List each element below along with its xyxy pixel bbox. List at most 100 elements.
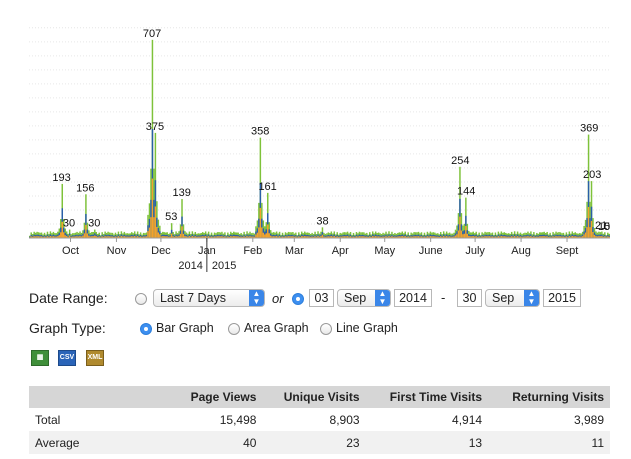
- bar-mark: [228, 236, 231, 238]
- table-header: Returning Visits: [488, 386, 610, 408]
- bar-mark: [385, 236, 387, 238]
- bar-graph-label[interactable]: Bar Graph: [156, 321, 214, 335]
- bar-mark: [95, 236, 98, 238]
- bar-mark: [340, 236, 343, 238]
- bar-mark: [374, 236, 377, 238]
- custom-range-radio[interactable]: [292, 293, 304, 305]
- xml-export-icon[interactable]: XML: [86, 350, 104, 366]
- peak-label: 30: [63, 218, 75, 230]
- bar-mark: [181, 226, 183, 238]
- bar-mark: [531, 236, 534, 238]
- line-graph-radio[interactable]: [320, 323, 332, 335]
- bar-mark: [176, 236, 179, 238]
- line-graph-label[interactable]: Line Graph: [336, 321, 398, 335]
- bar-mark: [215, 236, 217, 238]
- bar-mark: [284, 236, 287, 238]
- bar-mark: [45, 236, 47, 238]
- bar-mark: [509, 236, 511, 238]
- bar-mark: [570, 236, 572, 238]
- x-tick-label: Apr: [332, 245, 349, 257]
- bar-mark: [258, 227, 260, 238]
- csv-export-icon[interactable]: CSV: [58, 350, 76, 366]
- bar-mark: [561, 236, 563, 238]
- bar-mark: [308, 236, 310, 238]
- from-day-field[interactable]: 03: [309, 289, 334, 307]
- bar-mark: [165, 236, 167, 238]
- peak-label: 193: [52, 172, 70, 184]
- bar-mark: [182, 233, 185, 238]
- from-year-field[interactable]: 2014: [394, 289, 432, 307]
- table-cell: 13: [365, 431, 489, 454]
- preset-range-select[interactable]: Last 7 Days ▲ ▼: [153, 289, 265, 307]
- bar-mark: [349, 236, 352, 238]
- bar-mark: [466, 233, 469, 238]
- table-cell: 15,498: [219, 412, 257, 427]
- bar-mark: [465, 225, 467, 238]
- bar-graph-radio[interactable]: [140, 323, 152, 335]
- to-year-field[interactable]: 2015: [543, 289, 581, 307]
- area-graph-label[interactable]: Area Graph: [244, 321, 309, 335]
- bar-mark: [65, 236, 68, 238]
- bar-mark: [83, 233, 86, 238]
- from-month-value: Sep: [344, 291, 367, 305]
- bar-mark: [150, 217, 152, 238]
- bar-mark: [447, 236, 449, 238]
- bar-mark: [64, 235, 66, 238]
- bar-mark: [89, 236, 92, 238]
- bar-mark: [49, 236, 52, 238]
- bar-mark: [333, 236, 336, 238]
- bar-mark: [108, 236, 111, 238]
- bar-mark: [33, 236, 35, 238]
- preset-range-radio[interactable]: [135, 293, 147, 305]
- to-day-field[interactable]: 30: [457, 289, 482, 307]
- bar-mark: [413, 236, 415, 238]
- bar-mark: [230, 236, 232, 238]
- excel-export-icon[interactable]: ▦: [31, 350, 49, 366]
- bar-mark: [510, 236, 513, 238]
- to-month-select[interactable]: Sep ▲ ▼: [485, 289, 540, 307]
- bar-mark: [392, 236, 395, 238]
- bar-mark: [543, 236, 545, 238]
- bar-mark: [71, 236, 74, 238]
- bar-mark: [52, 236, 55, 238]
- bar-mark: [471, 236, 473, 238]
- from-month-select[interactable]: Sep ▲ ▼: [337, 289, 391, 307]
- bar-mark: [309, 236, 312, 238]
- bar-mark: [315, 236, 318, 238]
- bar-mark: [407, 236, 409, 238]
- area-graph-radio[interactable]: [228, 323, 240, 335]
- bar-mark: [292, 236, 294, 238]
- bar-mark: [303, 236, 306, 238]
- bar-mark: [298, 236, 300, 238]
- bar-mark: [513, 235, 516, 238]
- bar-mark: [302, 236, 304, 238]
- bar-mark: [395, 236, 398, 238]
- bar-mark: [160, 236, 163, 238]
- bar-mark: [218, 236, 220, 238]
- peak-label: 15: [598, 221, 610, 233]
- bar-mark: [559, 236, 562, 238]
- peak-label: 161: [258, 181, 276, 193]
- peak-label: 375: [146, 121, 164, 133]
- bar-mark: [70, 236, 72, 238]
- bar-mark: [105, 236, 108, 238]
- bar-mark: [587, 206, 590, 238]
- bar-mark: [558, 236, 560, 238]
- bar-mark: [544, 236, 547, 238]
- bar-mark: [355, 236, 358, 238]
- bar-mark: [438, 236, 440, 238]
- bar-mark: [537, 236, 540, 238]
- bar-mark: [541, 236, 544, 238]
- bar-mark: [581, 236, 584, 238]
- bar-mark: [522, 236, 525, 238]
- bar-mark: [31, 236, 34, 238]
- bar-mark: [281, 236, 284, 238]
- bar-mark: [97, 236, 99, 238]
- bar-mark: [157, 232, 160, 238]
- bar-mark: [580, 236, 582, 238]
- bar-mark: [264, 234, 266, 238]
- bar-mark: [577, 236, 579, 238]
- bar-mark: [463, 233, 466, 238]
- bar-mark: [135, 236, 137, 238]
- bar-mark: [290, 236, 293, 238]
